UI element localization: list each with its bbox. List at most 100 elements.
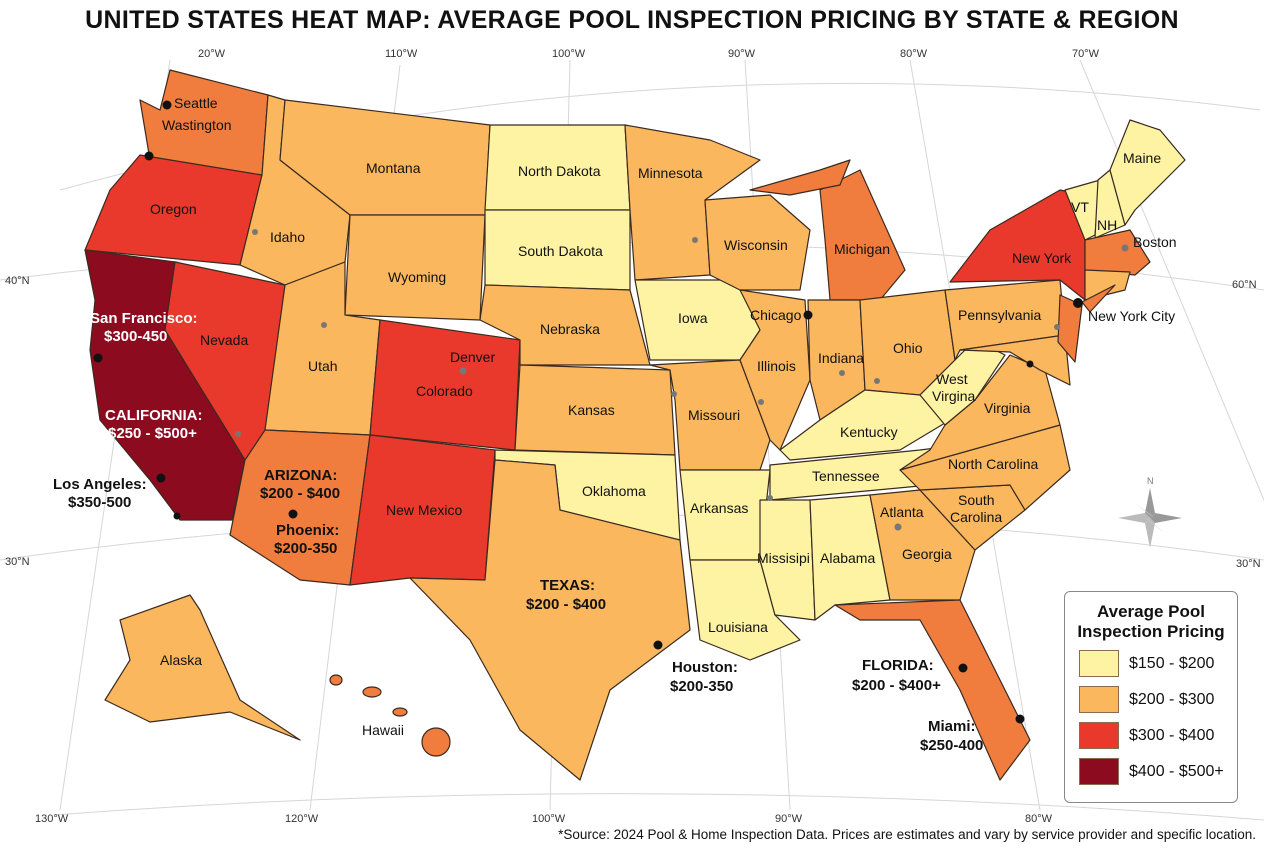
- city-dot: [671, 391, 677, 397]
- legend-item: $150 - $200: [1079, 650, 1237, 677]
- legend-item: $300 - $400: [1079, 722, 1237, 749]
- state-georgia[interactable]: [869, 489, 976, 601]
- city-dot: [459, 367, 467, 375]
- legend-title: Average Pool: [1096, 602, 1206, 621]
- city-dot: [156, 473, 166, 483]
- label-hawaii: Hawaii: [362, 722, 404, 738]
- lat-label: 30°N: [5, 556, 30, 568]
- lon-label: 110°W: [385, 48, 418, 60]
- label-north-carolina: North Carolina: [948, 456, 1038, 472]
- legend: Average Pool Inspection Pricing $150 - $2…: [1064, 591, 1238, 803]
- label-alaska: Alaska: [160, 652, 202, 668]
- label-indiana: Indiana: [818, 350, 864, 366]
- label-nebraska: Nebraska: [540, 321, 600, 337]
- label-missouri: Missouri: [688, 407, 740, 423]
- city-phoenix: Phoenix:: [276, 522, 339, 539]
- city-dot: [93, 353, 103, 363]
- label-virginia: Virginia: [984, 400, 1031, 416]
- label-ohio: Ohio: [893, 340, 923, 356]
- long-island: [1081, 284, 1116, 313]
- state-virginia[interactable]: [899, 354, 1061, 471]
- legend-label: $200 - $300: [1129, 690, 1215, 708]
- lon-label: 70°W: [1072, 48, 1100, 60]
- city-dot: [1121, 244, 1129, 252]
- legend-label: $400 - $500+: [1129, 762, 1224, 780]
- lon-label: 20°W: [198, 48, 226, 60]
- label-new-hampshire: NH: [1097, 217, 1117, 233]
- arizona-callout: ARIZONA:: [264, 467, 337, 484]
- state-oregon[interactable]: [84, 154, 263, 266]
- state-maryland-delaware[interactable]: [959, 334, 1071, 386]
- city-seattle: Seattle: [174, 95, 218, 111]
- california-callout: CALIFORNIA:: [105, 407, 203, 424]
- city-houston: $200-350: [670, 678, 733, 695]
- state-michigan[interactable]: [819, 169, 906, 301]
- label-north-dakota: North Dakota: [518, 163, 601, 179]
- city-atlanta: Atlanta: [880, 504, 924, 520]
- city-dot: [288, 509, 298, 519]
- city-dot: [144, 151, 154, 161]
- city-dot: [894, 523, 902, 531]
- state-mississippi[interactable]: [759, 499, 816, 621]
- lon-label: 90°W: [775, 813, 803, 825]
- label-tennessee: Tennessee: [812, 468, 880, 484]
- label-louisiana: Louisiana: [708, 619, 768, 635]
- city-dot: [758, 399, 764, 405]
- state-labels: Wastington Oregon Nevada Idaho Montana W…: [150, 117, 1161, 738]
- lon-label: 130°W: [35, 813, 69, 825]
- cities: Seattle San Francisco: $300-450 Los Ange…: [53, 95, 1177, 754]
- map-title: UNITED STATES HEAT MAP: AVERAGE POOL INS…: [85, 6, 1179, 34]
- lon-label: 120°W: [285, 813, 319, 825]
- city-dot: [803, 310, 813, 320]
- legend-item: $400 - $500+: [1079, 758, 1237, 785]
- compass-rose: N: [1118, 476, 1182, 548]
- label-arkansas: Arkansas: [690, 500, 748, 516]
- city-houston: Houston:: [672, 659, 738, 676]
- state-connecticut-rhode-island[interactable]: [1084, 269, 1131, 301]
- label-south-carolina: South: [958, 492, 995, 508]
- hawaii-island: [362, 686, 382, 698]
- lon-label: 100°W: [552, 48, 586, 60]
- state-michigan-upper[interactable]: [749, 159, 851, 196]
- state-massachusetts[interactable]: [1084, 229, 1151, 276]
- city-denver: Denver: [450, 349, 495, 365]
- city-dot: [1073, 298, 1083, 308]
- label-west-virginia: West: [936, 371, 968, 387]
- city-dot: [839, 370, 845, 376]
- label-wisconsin: Wisconsin: [724, 237, 788, 253]
- city-miami: $250-400: [920, 737, 983, 754]
- city-dot: [1054, 324, 1060, 330]
- city-dot: [162, 100, 172, 110]
- city-dot: [235, 431, 241, 437]
- label-nevada: Nevada: [200, 332, 248, 348]
- legend-title: Inspection Pricing: [1077, 622, 1225, 641]
- hawaii-island: [392, 707, 408, 717]
- city-new-york-city: New York City: [1088, 308, 1175, 324]
- label-washington: Wastington: [162, 117, 232, 133]
- legend-item: $200 - $300: [1079, 686, 1237, 713]
- state-arizona[interactable]: [229, 429, 371, 586]
- state-alabama[interactable]: [809, 494, 891, 621]
- state-alaska[interactable]: [104, 594, 301, 741]
- city-san-francisco: San Francisco:: [90, 310, 198, 327]
- state-texas[interactable]: [409, 459, 691, 781]
- state-florida[interactable]: [834, 599, 1031, 781]
- city-los-angeles: Los Angeles:: [53, 476, 147, 493]
- city-dot: [874, 378, 880, 384]
- label-oklahoma: Oklahoma: [582, 483, 646, 499]
- compass-north-label: N: [1147, 476, 1154, 486]
- state-maine[interactable]: [1109, 119, 1186, 226]
- state-wisconsin[interactable]: [704, 194, 811, 291]
- city-san-francisco: $300-450: [104, 328, 167, 345]
- lat-label: 40°N: [5, 275, 30, 287]
- city-dot: [252, 229, 258, 235]
- city-chicago: Chicago: [750, 307, 802, 323]
- city-los-angeles: $350-500: [68, 494, 131, 511]
- label-west-virginia: Virgina: [932, 388, 976, 404]
- florida-callout: FLORIDA:: [862, 657, 934, 674]
- state-wyoming[interactable]: [344, 214, 486, 321]
- label-illinois: Illinois: [757, 358, 796, 374]
- legend-swatch: [1079, 650, 1119, 677]
- label-mississippi: Missisipi: [757, 550, 810, 566]
